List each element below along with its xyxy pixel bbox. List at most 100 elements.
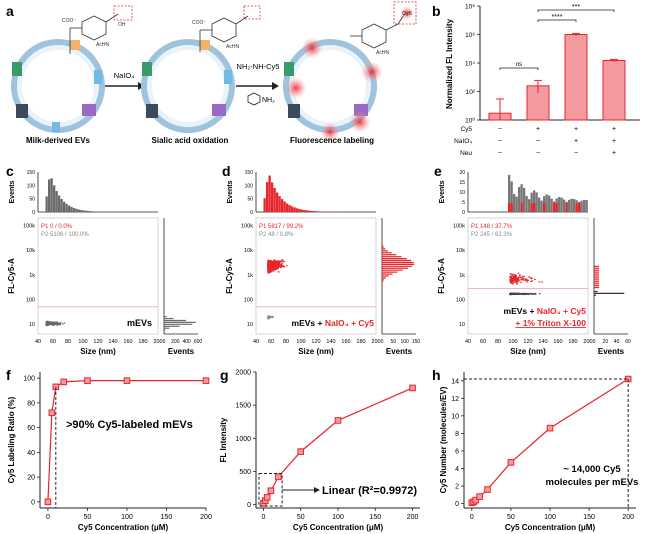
hist-top-bar xyxy=(278,196,281,212)
scatter-xlabel: Size (nm) xyxy=(298,347,334,356)
scatter-point xyxy=(273,268,275,270)
scatter-point xyxy=(56,324,59,326)
hist-top-bar xyxy=(283,201,286,212)
hist-top-tick: 50 xyxy=(247,197,253,203)
scatter-xtick-label: 140 xyxy=(538,339,547,345)
f-xlabel: Cy5 Concentration (μM) xyxy=(78,523,169,532)
scatter-point xyxy=(50,323,52,325)
b-ytick-label: 10² xyxy=(466,89,476,96)
panel-a: a NaIO₄ NH₂-NH-Cy5 NH₂ xyxy=(6,1,417,145)
panel-g-letter: g xyxy=(220,367,229,383)
scatter-ytick-label: 10k xyxy=(26,248,35,254)
xtick-label: 200 xyxy=(407,514,419,521)
hist-side-tick: 20 xyxy=(603,339,609,345)
side-chain xyxy=(235,15,249,25)
g-ylabel: FL Intensity xyxy=(219,417,228,462)
scatter-point xyxy=(267,261,270,263)
scatter-ylabel: FL-Cy5-A xyxy=(7,258,16,294)
scatter-point xyxy=(515,282,517,284)
hist-top-bar xyxy=(528,199,531,212)
scatter-xtick-label: 200 xyxy=(371,339,380,345)
scatter-point xyxy=(278,263,280,265)
membrane-protein xyxy=(70,40,80,50)
scatter-ytick-label: 100k xyxy=(241,223,253,229)
scatter-point xyxy=(275,264,278,266)
scatter-point xyxy=(533,293,536,295)
scatter-point xyxy=(519,274,521,276)
scatter-point xyxy=(269,261,272,263)
scatter-point xyxy=(268,267,271,269)
xtick-label: 0 xyxy=(262,514,266,521)
stage-label-3: Fluorescence labeling xyxy=(290,136,374,145)
reagent-hydrazide: NH₂-NH-Cy5 xyxy=(237,62,280,71)
b-matrix-cell: + xyxy=(536,126,540,133)
hist-top-bar xyxy=(65,203,68,212)
scatter-point xyxy=(530,292,532,295)
ytick-label: 2 xyxy=(455,484,459,491)
scatter-point xyxy=(272,316,274,318)
series-point xyxy=(484,486,491,493)
vesicle-lumen xyxy=(22,50,94,122)
scatter-point xyxy=(525,279,528,281)
scatter-ytick-label: 1k xyxy=(29,273,35,279)
sig-bracket-ns xyxy=(499,67,539,70)
scatter-point xyxy=(523,278,525,280)
hist-top-tick: 0 xyxy=(32,210,35,216)
scatter-point xyxy=(514,280,517,282)
scatter-point xyxy=(532,293,535,295)
scatter-ytick-label: 100k xyxy=(453,223,465,229)
scatter-point xyxy=(513,293,516,295)
arrow-2-head xyxy=(272,82,279,90)
cy5-glow xyxy=(320,122,340,142)
scatter-point xyxy=(274,261,277,264)
b-matrix-cell: − xyxy=(498,138,502,145)
hist-top-bar xyxy=(298,209,301,212)
scatter-frame xyxy=(467,217,589,335)
b-ytick-label: 10⁴ xyxy=(465,61,475,68)
hist-side-tick: 600 xyxy=(194,339,203,345)
scatter-point xyxy=(269,271,272,273)
cy5-dye-glow xyxy=(400,6,414,20)
hist-top-bar xyxy=(276,192,279,212)
scatter-point xyxy=(531,293,533,295)
hist-side-tick: 150 xyxy=(412,339,421,345)
hist-top-bar xyxy=(543,203,546,212)
hist-top-bar xyxy=(575,203,578,212)
scatter-point xyxy=(511,293,513,295)
xtick-label: 50 xyxy=(507,514,515,521)
g-linear-arrowhead xyxy=(314,487,320,493)
scatter-xtick-label: 40 xyxy=(465,339,471,345)
gate-p1-label: P1 148 / 37.7% xyxy=(471,224,513,230)
b-bar xyxy=(564,34,588,121)
hist-top-bar xyxy=(48,179,51,212)
hist-top-bar xyxy=(273,187,276,212)
b-matrix-cell: − xyxy=(498,126,502,133)
hist-top-bar xyxy=(513,194,516,212)
sig-stars-3: *** xyxy=(572,4,580,11)
hist-top-bar xyxy=(63,201,66,212)
scatter-point xyxy=(271,261,273,263)
scatter-point xyxy=(267,268,270,271)
panel-e-sample-1: mEVs + NaIO₄ + Cy5 xyxy=(504,306,587,316)
scatter-ytick-label: 100 xyxy=(456,297,465,303)
scatter-point xyxy=(274,262,276,265)
hist-top-bar xyxy=(568,199,571,212)
scatter-xtick-label: 120 xyxy=(523,339,532,345)
hist-top-bar xyxy=(45,196,48,212)
xtick-label: 200 xyxy=(200,514,212,521)
scatter-ytick-label: 100 xyxy=(244,297,253,303)
b-ytick-label: 10⁰ xyxy=(465,117,475,125)
scatter-point xyxy=(269,263,272,265)
scatter-xtick-label: 200 xyxy=(583,339,592,345)
scatter-point xyxy=(518,276,520,278)
hist-top-bar xyxy=(530,192,533,212)
scatter-point xyxy=(516,277,519,279)
scatter-point xyxy=(274,265,277,267)
scatter-point xyxy=(271,315,274,318)
hist-top-bar xyxy=(50,178,53,212)
scatter-point xyxy=(49,321,51,324)
series-point xyxy=(267,487,275,495)
scatter-ylabel: FL-Cy5-A xyxy=(225,258,234,294)
hist-top-bar xyxy=(263,198,266,212)
